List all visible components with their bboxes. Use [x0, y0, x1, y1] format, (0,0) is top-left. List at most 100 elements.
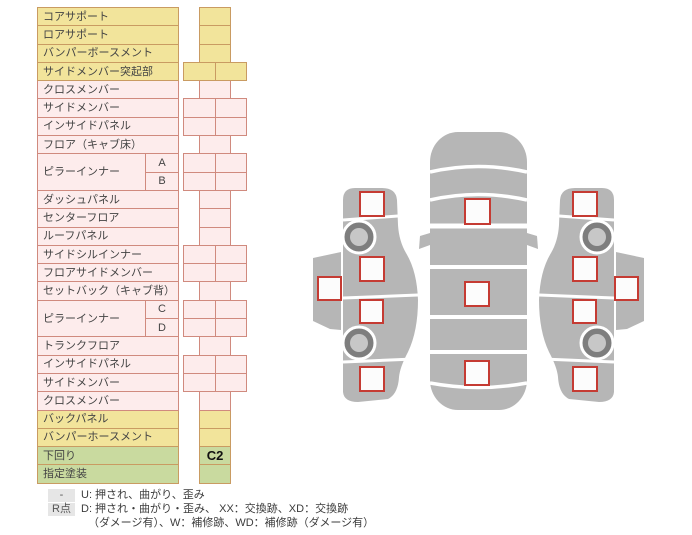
status-row: [183, 354, 247, 374]
status-row: [183, 244, 247, 265]
table-row: コアサポート: [37, 6, 179, 27]
wheel-hub-icon: [588, 228, 606, 246]
damage-marker-right-front-fender[interactable]: [572, 191, 598, 217]
status-cell[interactable]: [214, 299, 247, 320]
table-row: セットバック（キャブ背）: [37, 281, 179, 301]
status-row: [183, 299, 247, 320]
part-label: フロアサイドメンバー: [37, 263, 179, 283]
legend: - U: 押され、曲がり、歪み R点 D: 押され・曲がり・歪み、 XX：交換跡…: [48, 489, 374, 531]
status-cell[interactable]: [214, 98, 247, 118]
part-label: サイドメンバー: [37, 372, 179, 393]
damage-marker-roof[interactable]: [464, 281, 490, 307]
damage-marker-left-rear-fender[interactable]: [359, 366, 385, 392]
damage-marker-hood[interactable]: [464, 198, 491, 225]
status-cell[interactable]: [198, 464, 232, 484]
damage-marker-left-sill[interactable]: [317, 276, 342, 301]
table-row: D: [38, 318, 179, 338]
status-cell[interactable]: [183, 263, 216, 283]
status-cell[interactable]: [198, 189, 232, 210]
status-cell[interactable]: [198, 226, 232, 246]
part-label: ピラーインナー: [37, 299, 146, 338]
table-row: フロア（キャブ床）: [37, 135, 179, 155]
status-row: [183, 318, 247, 338]
table-row: ピラーインナー C: [37, 299, 179, 338]
status-cell[interactable]: [214, 171, 247, 191]
status-cell[interactable]: [198, 208, 232, 228]
damage-marker-right-door-rear[interactable]: [572, 299, 597, 324]
part-label: フロア（キャブ床）: [37, 135, 179, 155]
damage-marker-right-sill[interactable]: [614, 276, 639, 301]
legend-key-dash: -: [48, 489, 75, 502]
status-cell-grid: C2: [183, 6, 247, 484]
status-cell[interactable]: [198, 80, 232, 100]
table-row: ピラーインナー A: [37, 153, 179, 191]
damage-marker-left-door-rear[interactable]: [359, 299, 384, 324]
status-row: [183, 153, 247, 173]
status-cell[interactable]: [198, 6, 232, 27]
part-label: バックパネル: [37, 409, 179, 429]
table-row: クロスメンバー: [37, 80, 179, 100]
status-row: [183, 61, 247, 82]
part-sub-label: B: [145, 171, 179, 191]
table-row: 指定塗装: [37, 464, 179, 484]
status-row: [184, 336, 247, 356]
status-cell[interactable]: [214, 372, 247, 393]
part-label: クロスメンバー: [37, 80, 179, 100]
part-sub-label: A: [145, 153, 179, 173]
damage-marker-left-door-front[interactable]: [359, 256, 385, 282]
car-top-view: [419, 132, 538, 410]
wheel-hub-icon: [588, 334, 606, 352]
status-cell[interactable]: [214, 61, 247, 82]
wheels-layer: [341, 219, 615, 361]
status-cell[interactable]: [183, 372, 216, 393]
status-row: [184, 135, 247, 155]
left-mirror-icon: [419, 233, 430, 249]
damage-marker-trunk[interactable]: [464, 360, 490, 386]
table-row: B: [38, 171, 179, 191]
part-label: ダッシュパネル: [37, 189, 179, 210]
legend-text-d: D: 押され・曲がり・歪み、 XX：交換跡、XD：交換跡: [81, 503, 349, 515]
status-row: [183, 372, 247, 393]
status-cell[interactable]: [214, 116, 247, 137]
part-label: サイドメンバー: [37, 98, 179, 118]
status-cell[interactable]: [198, 25, 232, 45]
status-cell-grid-body: C2: [183, 6, 247, 484]
damage-marker-right-door-front[interactable]: [572, 256, 598, 282]
status-cell[interactable]: [198, 336, 232, 356]
part-label: コアサポート: [37, 6, 179, 27]
legend-line-2: R点 D: 押され・曲がり・歪み、 XX：交換跡、XD：交換跡: [48, 503, 374, 516]
status-cell[interactable]: [183, 299, 216, 320]
status-cell[interactable]: [183, 171, 216, 191]
status-cell[interactable]: [183, 318, 216, 338]
part-label: ロアサポート: [37, 25, 179, 45]
status-cell[interactable]: [198, 409, 232, 429]
damage-marker-right-rear-fender[interactable]: [572, 366, 598, 392]
part-label: 指定塗装: [37, 464, 179, 484]
status-cell[interactable]: [214, 318, 247, 338]
legend-line-1: - U: 押され、曲がり、歪み: [48, 489, 374, 502]
status-cell[interactable]: [198, 135, 232, 155]
table-row: サイドシルインナー: [37, 244, 179, 265]
status-cell[interactable]: [214, 263, 247, 283]
status-row: [184, 189, 247, 210]
part-sub-label: D: [145, 318, 179, 338]
part-label: インサイドパネル: [37, 116, 179, 137]
damage-marker-left-front-fender[interactable]: [359, 191, 385, 217]
table-row: フロアサイドメンバー: [37, 263, 179, 283]
legend-line-3: （ダメージ有）、W：補修跡、WD：補修跡（ダメージ有）: [48, 517, 374, 530]
table-row: クロスメンバー: [37, 391, 179, 411]
right-mirror-icon: [527, 233, 538, 249]
part-label: サイドシルインナー: [37, 244, 179, 265]
part-label: ピラーインナー: [37, 153, 146, 191]
legend-key-rpoint: R点: [48, 503, 75, 516]
status-cell[interactable]: C2: [198, 446, 232, 466]
status-cell[interactable]: [214, 153, 247, 173]
part-sub-label: C: [145, 299, 179, 320]
legend-text-damage: （ダメージ有）、W：補修跡、WD：補修跡（ダメージ有）: [88, 517, 375, 529]
legend-key-blank: [48, 517, 75, 530]
status-cell[interactable]: [214, 354, 247, 374]
part-label: クロスメンバー: [37, 391, 179, 411]
part-label: バンパーボースメント: [37, 43, 179, 63]
status-row: [184, 409, 247, 429]
